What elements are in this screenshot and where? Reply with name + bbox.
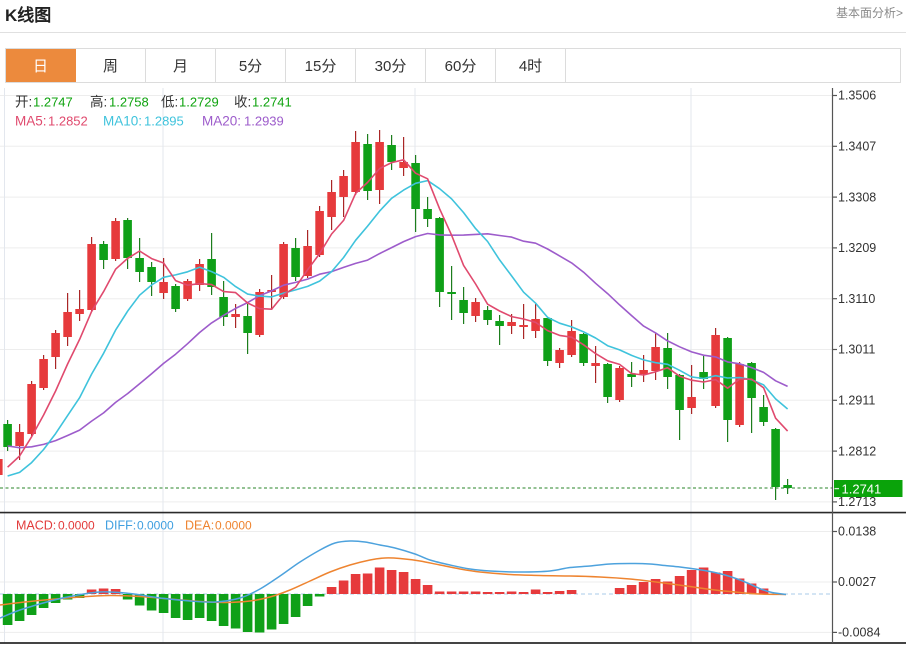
svg-text:1.3110: 1.3110 bbox=[838, 292, 875, 306]
svg-text:1.2747: 1.2747 bbox=[33, 95, 73, 110]
svg-text:高:: 高: bbox=[90, 94, 107, 110]
svg-text:1.2812: 1.2812 bbox=[838, 444, 876, 458]
svg-text:-0.0084: -0.0084 bbox=[838, 626, 880, 640]
svg-text:1.2852: 1.2852 bbox=[48, 114, 88, 129]
svg-text:1.2713: 1.2713 bbox=[838, 495, 876, 509]
svg-text:DIFF:: DIFF: bbox=[105, 519, 136, 533]
svg-text:MA10:: MA10: bbox=[103, 114, 142, 129]
svg-text:0.0000: 0.0000 bbox=[58, 519, 95, 533]
svg-text:1.2939: 1.2939 bbox=[244, 114, 284, 129]
svg-text:1.3407: 1.3407 bbox=[838, 140, 876, 154]
svg-text:0.0138: 0.0138 bbox=[838, 525, 876, 539]
svg-text:1.3011: 1.3011 bbox=[838, 343, 875, 357]
svg-text:收:: 收: bbox=[234, 95, 251, 110]
svg-text:1.2911: 1.2911 bbox=[838, 394, 875, 408]
svg-text:0.0027: 0.0027 bbox=[838, 575, 876, 589]
svg-text:MACD:: MACD: bbox=[16, 519, 56, 533]
svg-text:0.0000: 0.0000 bbox=[137, 519, 174, 533]
svg-text:DEA:: DEA: bbox=[185, 519, 214, 533]
svg-text:1.2741: 1.2741 bbox=[842, 481, 882, 496]
svg-text:1.3506: 1.3506 bbox=[838, 89, 876, 103]
svg-text:1.3209: 1.3209 bbox=[838, 241, 876, 255]
svg-text:MA20:: MA20: bbox=[202, 114, 241, 129]
svg-text:MA5:: MA5: bbox=[15, 114, 47, 129]
svg-text:1.2741: 1.2741 bbox=[252, 95, 292, 110]
svg-text:1.2895: 1.2895 bbox=[144, 114, 184, 129]
svg-text:1.2729: 1.2729 bbox=[179, 95, 219, 110]
svg-text:开:: 开: bbox=[15, 95, 32, 110]
svg-text:1.3308: 1.3308 bbox=[838, 190, 876, 204]
svg-text:0.0000: 0.0000 bbox=[215, 519, 252, 533]
svg-text:低:: 低: bbox=[161, 95, 178, 110]
svg-text:1.2758: 1.2758 bbox=[109, 95, 149, 110]
